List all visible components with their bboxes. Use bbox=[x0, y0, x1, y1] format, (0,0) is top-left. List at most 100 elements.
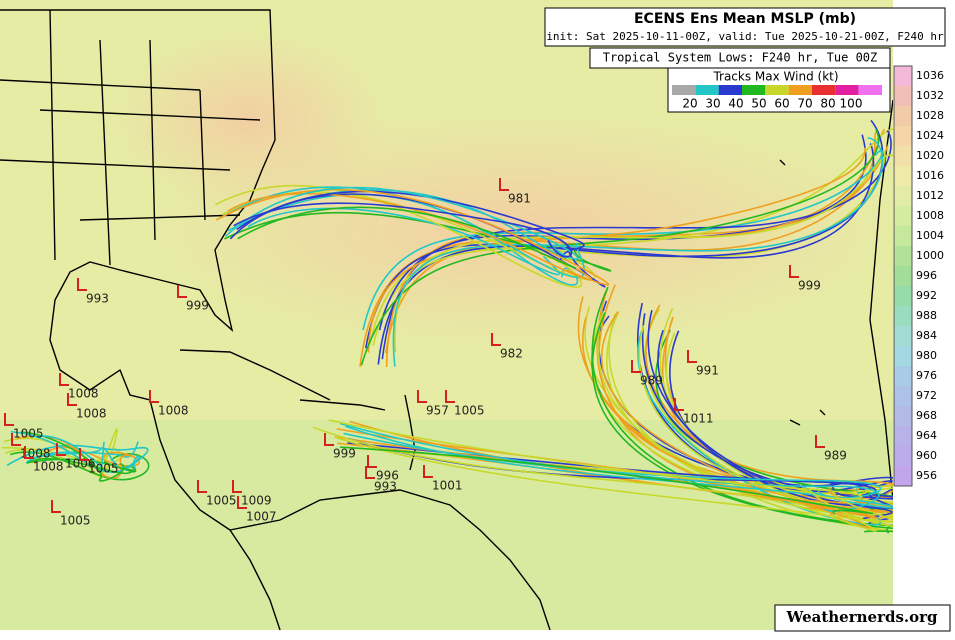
coastlines bbox=[0, 9, 894, 631]
wind-swatch bbox=[858, 85, 882, 95]
pressure-level: 1008 bbox=[916, 209, 944, 222]
title-box bbox=[544, 7, 946, 47]
track bbox=[364, 119, 884, 349]
wind-swatch bbox=[812, 85, 836, 95]
low-marker bbox=[77, 278, 87, 291]
wind-level: 50 bbox=[751, 97, 766, 111]
low-pressure: 1005 bbox=[88, 462, 119, 476]
low-pressure: 982 bbox=[500, 347, 523, 361]
low-pressure: 981 bbox=[508, 192, 531, 206]
low-pressure: 996 bbox=[376, 469, 399, 483]
track bbox=[336, 428, 872, 529]
pressure-level: 992 bbox=[916, 289, 937, 302]
track bbox=[26, 457, 135, 475]
low-marker bbox=[11, 433, 21, 446]
wind-level: 100 bbox=[840, 97, 863, 111]
low-marker bbox=[79, 448, 89, 461]
lows-title: Tropical System Lows: F240 hr, Tue 00Z bbox=[603, 51, 878, 65]
track bbox=[37, 435, 105, 468]
pressure-swatch bbox=[894, 446, 912, 466]
pressure-swatch bbox=[894, 246, 912, 266]
pressure-level: 1012 bbox=[916, 189, 944, 202]
pressure-swatch bbox=[894, 186, 912, 206]
low-marker bbox=[789, 265, 799, 278]
low-marker bbox=[631, 360, 641, 373]
track bbox=[339, 422, 880, 512]
track bbox=[233, 202, 573, 258]
pressure-swatch bbox=[894, 286, 912, 306]
track bbox=[220, 186, 586, 278]
track bbox=[26, 447, 125, 469]
south-america bbox=[229, 489, 551, 631]
caribbean-islands bbox=[179, 349, 416, 471]
low-marker bbox=[24, 446, 34, 459]
pressure-level: 996 bbox=[916, 269, 937, 282]
low-pressure: 1011 bbox=[683, 412, 714, 426]
pressure-level: 980 bbox=[916, 349, 937, 362]
pressure-colorbar: 1036 1032 1028 1024 1020 1016 1012 1008 1004 1000… bbox=[893, 65, 944, 487]
low-marker bbox=[237, 496, 247, 509]
pressure-swatch bbox=[894, 206, 912, 226]
pressure-swatch bbox=[894, 146, 912, 166]
low-pressure: 1005 bbox=[454, 404, 485, 418]
pressure-swatch bbox=[894, 166, 912, 186]
watermark-box bbox=[774, 604, 951, 632]
wind-level: 70 bbox=[797, 97, 812, 111]
low-pressure: 991 bbox=[696, 364, 719, 378]
pressure-level: 972 bbox=[916, 389, 937, 402]
low-marker bbox=[367, 455, 377, 468]
low-marker bbox=[51, 500, 61, 513]
low-pressure: 1008 bbox=[76, 407, 107, 421]
title: ECENS Ens Mean MSLP (mb) bbox=[634, 11, 856, 27]
low-marker bbox=[324, 433, 334, 446]
wind-swatch bbox=[765, 85, 789, 95]
watermark: Weathernerds.org bbox=[785, 608, 938, 626]
wind-level: 40 bbox=[728, 97, 743, 111]
pressure-swatch bbox=[894, 106, 912, 126]
low-marker bbox=[417, 390, 427, 403]
pressure-swatch bbox=[894, 326, 912, 346]
pressure-level: 988 bbox=[916, 309, 937, 322]
state-lines bbox=[0, 9, 261, 266]
low-marker bbox=[687, 350, 697, 363]
pressure-swatch bbox=[894, 126, 912, 146]
low-pressure: 999 bbox=[186, 299, 209, 313]
low-pressure: 993 bbox=[86, 292, 109, 306]
track bbox=[669, 330, 900, 503]
track bbox=[339, 446, 874, 515]
track bbox=[328, 419, 863, 500]
track bbox=[223, 211, 612, 272]
low-pressure: 1005 bbox=[60, 514, 91, 528]
low-pressure: 989 bbox=[640, 374, 663, 388]
north-america bbox=[0, 9, 276, 531]
low-pressure: 1008 bbox=[158, 404, 189, 418]
low-pressure: 1009 bbox=[241, 494, 272, 508]
wind-legend-title: Tracks Max Wind (kt) bbox=[712, 70, 838, 84]
low-marker bbox=[4, 413, 14, 426]
low-marker bbox=[365, 466, 375, 479]
low-marker bbox=[177, 285, 187, 298]
low-marker bbox=[815, 435, 825, 448]
track bbox=[236, 190, 585, 260]
track bbox=[237, 206, 577, 269]
low-pressure: 1008 bbox=[68, 387, 99, 401]
track bbox=[10, 430, 141, 474]
wind-level: 30 bbox=[705, 97, 720, 111]
track bbox=[335, 436, 896, 523]
low-pressure: 1005 bbox=[206, 494, 237, 508]
low-pressure: 999 bbox=[333, 447, 356, 461]
track bbox=[6, 444, 149, 471]
low-marker bbox=[674, 398, 684, 411]
africa-islands bbox=[779, 99, 894, 501]
low-pressure: 989 bbox=[824, 449, 847, 463]
low-marker bbox=[149, 390, 159, 403]
pressure-level: 1036 bbox=[916, 69, 944, 82]
track bbox=[224, 186, 579, 260]
wind-legend: 20 30 40 50 60 70 80 100 bbox=[672, 85, 882, 111]
pressure-level: 1028 bbox=[916, 109, 944, 122]
low-pressure: 999 bbox=[798, 279, 821, 293]
pressure-swatch bbox=[894, 66, 912, 86]
track bbox=[392, 137, 884, 367]
low-pressure: 957 bbox=[426, 404, 449, 418]
